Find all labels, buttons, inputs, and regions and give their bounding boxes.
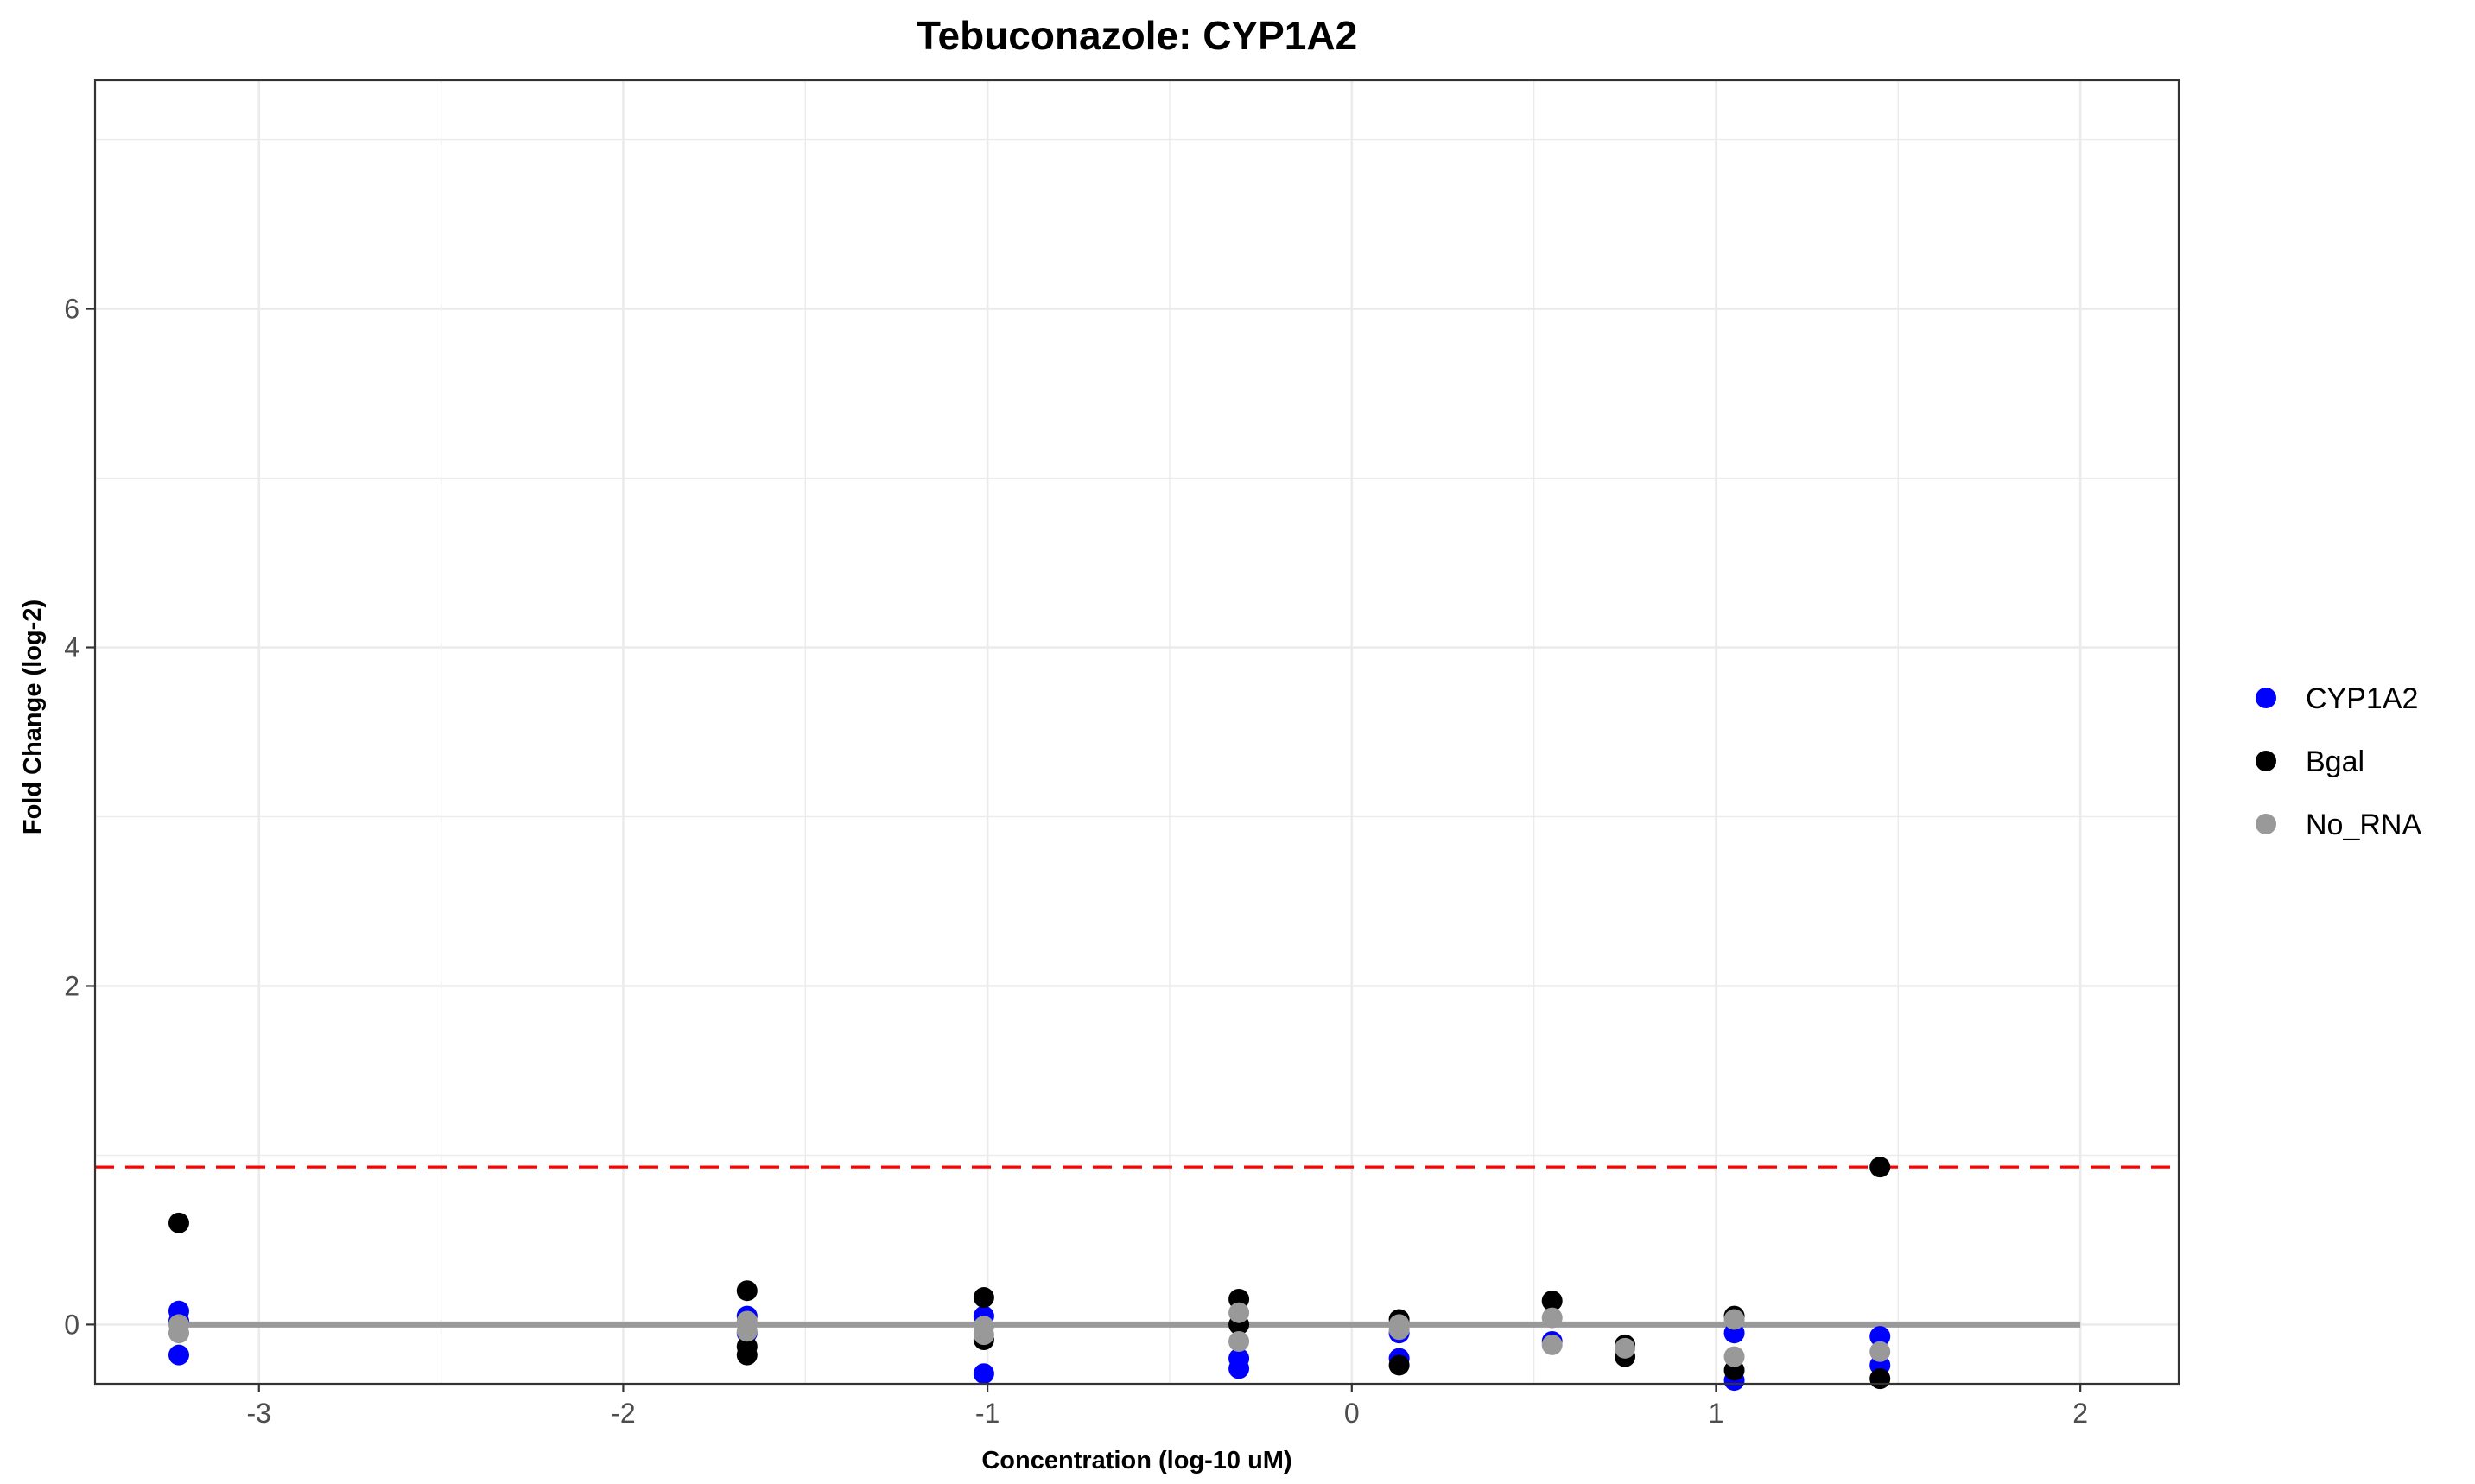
chart-title: Tebuconazole: CYP1A2: [917, 13, 1357, 58]
data-point-no-rna: [736, 1321, 758, 1342]
data-point-bgal: [168, 1212, 189, 1233]
minor-gridlines: [95, 80, 2179, 1384]
y-tick-label: 6: [64, 294, 79, 325]
data-point-bgal: [736, 1335, 758, 1357]
legend-label: No_RNA: [2306, 809, 2421, 841]
data-point-no-rna: [1723, 1309, 1745, 1330]
y-axis-ticks: 0 2 4 6: [64, 294, 95, 1340]
data-point-cyp1a2: [1228, 1358, 1250, 1379]
data-point-no-rna: [1541, 1334, 1563, 1355]
data-points: [168, 1157, 1891, 1392]
data-point-no-rna: [1869, 1341, 1891, 1362]
data-point-no-rna: [1228, 1302, 1250, 1323]
x-axis-title: Concentration (log-10 uM): [981, 1447, 1291, 1474]
x-tick-label: 2: [2072, 1398, 2088, 1429]
legend-key-bgal: [2256, 751, 2276, 771]
data-point-cyp1a2: [168, 1344, 189, 1366]
x-tick-label: 1: [1709, 1398, 1724, 1429]
y-tick-label: 4: [64, 632, 79, 663]
data-point-no-rna: [1228, 1331, 1250, 1353]
data-point-cyp1a2: [973, 1363, 994, 1385]
legend-key-cyp1a2: [2256, 688, 2276, 708]
x-tick-label: -2: [611, 1398, 635, 1429]
y-tick-label: 2: [64, 970, 79, 1001]
data-point-no-rna: [1723, 1346, 1745, 1367]
legend-key-no-rna: [2256, 814, 2276, 834]
x-tick-label: -3: [247, 1398, 271, 1429]
legend-label: Bgal: [2306, 745, 2364, 778]
plot-panel-border: [93, 79, 2180, 1386]
data-point-no-rna: [1541, 1307, 1563, 1329]
x-tick-label: -1: [975, 1398, 1000, 1429]
data-point-cyp1a2: [1869, 1326, 1891, 1348]
data-point-bgal: [1869, 1368, 1891, 1390]
legend-label: CYP1A2: [2306, 682, 2418, 715]
reference-lines: [95, 1165, 2179, 1328]
data-point-bgal: [736, 1280, 758, 1302]
data-point-bgal: [973, 1287, 994, 1309]
y-axis-title: Fold Change (log-2): [19, 599, 47, 834]
data-point-no-rna: [1388, 1319, 1410, 1341]
data-point-bgal: [1869, 1157, 1891, 1178]
data-point-no-rna: [1615, 1337, 1636, 1359]
legend: CYP1A2 Bgal No_RNA: [2256, 682, 2421, 841]
x-tick-label: 0: [1344, 1398, 1360, 1429]
data-point-bgal: [1388, 1354, 1410, 1376]
data-point-no-rna: [168, 1322, 189, 1344]
data-point-bgal: [1541, 1290, 1563, 1311]
y-tick-label: 0: [64, 1309, 79, 1340]
data-point-no-rna: [973, 1324, 994, 1346]
x-axis-ticks: -3 -2 -1 0 1 2: [247, 1384, 2088, 1429]
